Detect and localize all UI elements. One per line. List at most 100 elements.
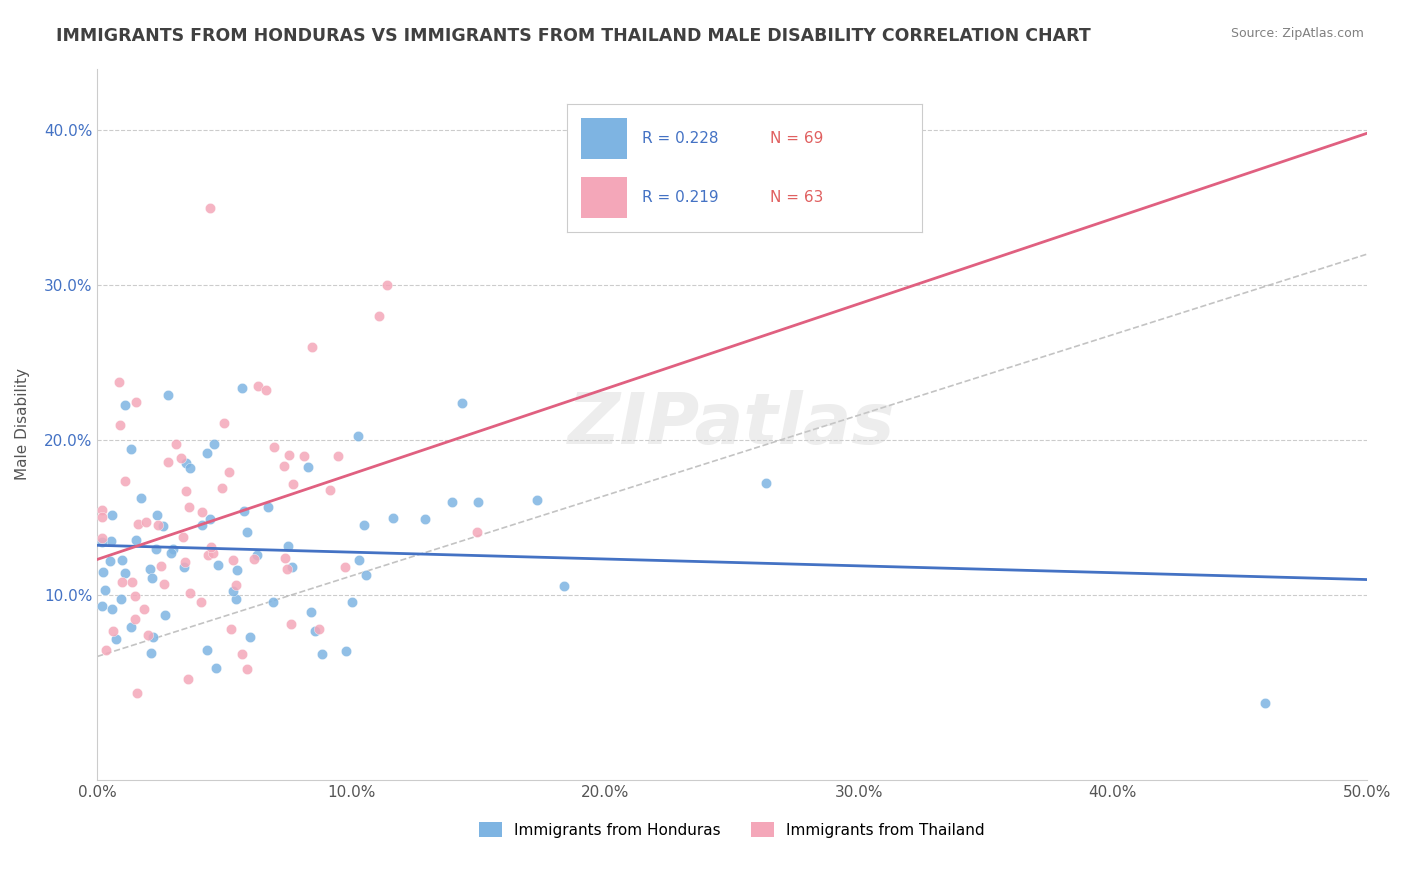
Point <box>124 590 146 604</box>
Point <box>465 525 488 540</box>
Point <box>93 565 115 579</box>
Point <box>177 672 200 686</box>
Point <box>174 456 197 470</box>
Text: IMMIGRANTS FROM HONDURAS VS IMMIGRANTS FROM THAILAND MALE DISABILITY CORRELATION: IMMIGRANTS FROM HONDURAS VS IMMIGRANTS F… <box>56 27 1091 45</box>
Point <box>235 662 257 676</box>
Point <box>111 553 134 567</box>
Point <box>139 646 162 660</box>
Point <box>157 388 180 402</box>
Point <box>150 559 173 574</box>
Point <box>257 500 280 514</box>
Point <box>169 451 191 466</box>
Point <box>91 534 114 549</box>
Point <box>526 493 548 508</box>
Point <box>226 563 249 577</box>
Point <box>91 531 114 545</box>
Point <box>450 396 472 410</box>
Point <box>232 504 254 518</box>
Point <box>222 553 245 567</box>
Point <box>173 560 195 574</box>
Point <box>308 622 330 636</box>
Point <box>281 559 304 574</box>
Point <box>211 481 233 495</box>
Point <box>277 539 299 553</box>
Point <box>134 602 156 616</box>
Point <box>202 436 225 450</box>
Point <box>262 595 284 609</box>
Point <box>349 553 371 567</box>
Point <box>318 483 340 498</box>
Point <box>191 505 214 519</box>
Point <box>153 576 176 591</box>
Point <box>301 340 323 354</box>
Point <box>152 519 174 533</box>
Point <box>207 558 229 573</box>
Point <box>467 494 489 508</box>
Point <box>292 449 315 463</box>
Point <box>104 632 127 646</box>
Point <box>174 483 197 498</box>
Point <box>142 630 165 644</box>
Point <box>127 517 149 532</box>
Point <box>91 599 114 613</box>
Point <box>153 608 176 623</box>
Point <box>231 647 253 661</box>
Point <box>225 591 247 606</box>
Point <box>101 508 124 522</box>
Point <box>242 551 264 566</box>
Point <box>277 448 299 462</box>
Point <box>125 533 148 547</box>
Point <box>415 511 437 525</box>
Text: Source: ZipAtlas.com: Source: ZipAtlas.com <box>1230 27 1364 40</box>
Point <box>145 542 167 557</box>
Point <box>347 429 370 443</box>
Point <box>342 594 364 608</box>
Point <box>120 620 142 634</box>
Point <box>280 617 302 632</box>
Point <box>141 571 163 585</box>
Point <box>299 605 322 619</box>
Point <box>111 575 134 590</box>
Point <box>120 442 142 456</box>
Point <box>90 503 112 517</box>
Point <box>382 510 405 524</box>
Text: ZIPatlas: ZIPatlas <box>568 390 896 458</box>
Point <box>335 643 357 657</box>
Point <box>263 440 285 454</box>
Point <box>146 517 169 532</box>
Point <box>333 559 356 574</box>
Y-axis label: Male Disability: Male Disability <box>15 368 30 481</box>
Point <box>273 458 295 473</box>
Point <box>1254 696 1277 710</box>
Point <box>136 628 159 642</box>
Point <box>222 584 245 599</box>
Point <box>198 201 221 215</box>
Point <box>114 566 136 581</box>
Point <box>195 446 218 460</box>
Point <box>239 630 262 644</box>
Point <box>218 465 240 479</box>
Point <box>281 477 304 491</box>
Point <box>200 540 222 554</box>
Point <box>755 476 778 491</box>
Legend: Immigrants from Honduras, Immigrants from Thailand: Immigrants from Honduras, Immigrants fro… <box>472 815 991 844</box>
Point <box>131 491 153 506</box>
Point <box>190 595 212 609</box>
Point <box>146 508 169 522</box>
Point <box>100 533 122 548</box>
Point <box>368 309 391 323</box>
Point <box>553 579 575 593</box>
Point <box>354 568 377 582</box>
Point <box>197 548 219 562</box>
Point <box>160 546 183 560</box>
Point <box>121 574 143 589</box>
Point <box>91 509 114 524</box>
Point <box>201 546 224 560</box>
Point <box>273 550 295 565</box>
Point <box>328 449 350 463</box>
Point <box>231 381 253 395</box>
Point <box>156 455 179 469</box>
Point <box>100 601 122 615</box>
Point <box>94 642 117 657</box>
Point <box>139 562 162 576</box>
